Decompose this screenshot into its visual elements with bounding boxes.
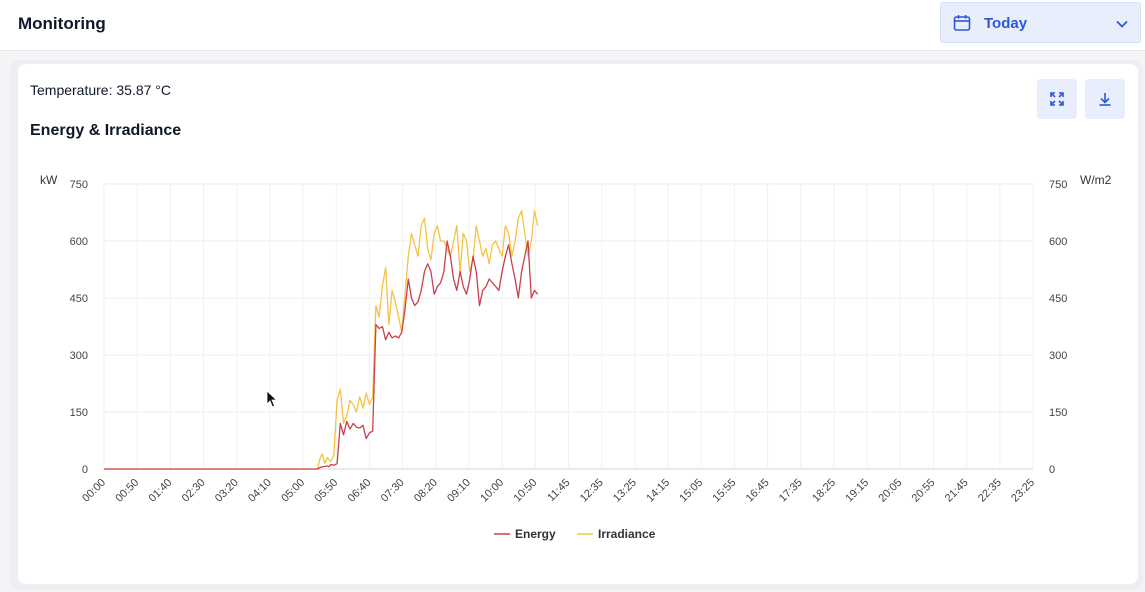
x-tick-label: 19:15 [843,477,871,505]
download-icon [1099,93,1111,106]
download-button[interactable] [1085,79,1125,119]
expand-button[interactable] [1037,79,1077,119]
x-tick-label: 03:20 [213,477,241,505]
series-line-energy [104,240,539,470]
x-tick-label: 11:45 [545,477,572,504]
y-tick-label-left: 750 [70,179,88,191]
x-tick-label: 04:10 [246,477,274,505]
y-axis-label-left: kW [40,173,58,187]
legend-label-energy: Energy [515,527,556,541]
y-tick-label-left: 300 [70,350,88,362]
x-tick-label: 21:45 [943,477,971,505]
x-tick-label: 05:00 [279,477,307,505]
y-tick-label-right: 0 [1049,464,1055,476]
y-tick-label-right: 450 [1049,293,1067,305]
x-tick-label: 15:05 [677,477,705,505]
series-line-irradiance [104,209,539,470]
top-bar: Monitoring Today [0,0,1145,51]
x-tick-label: 14:15 [644,477,672,505]
expand-icon [1050,92,1064,106]
x-tick-label: 00:50 [113,477,141,505]
x-tick-label: 15:55 [711,477,739,505]
chart-title: Energy & Irradiance [30,122,182,139]
chevron-down-icon [1116,20,1128,28]
y-axis-label-right: W/m2 [1080,173,1112,187]
chart-card: Temperature: 35.87 °C Energy & Irradianc… [18,64,1138,584]
x-tick-label: 08:20 [412,477,440,505]
y-tick-label-left: 0 [82,464,88,476]
x-tick-label: 12:35 [578,477,606,505]
x-tick-label: 02:30 [180,477,208,505]
date-range-label: Today [984,15,1028,32]
y-tick-label-left: 600 [70,236,88,248]
y-tick-label-right: 150 [1049,407,1067,419]
temperature-readout: Temperature: 35.87 °C [30,82,172,98]
x-tick-label: 23:25 [1009,477,1037,505]
y-tick-label-right: 600 [1049,236,1067,248]
x-tick-label: 16:45 [744,477,772,505]
y-tick-label-left: 450 [70,293,88,305]
x-tick-label: 17:35 [777,477,805,505]
energy-irradiance-chart: 0 0 150 150 300 300 450 450 600 600 750 750 00:00 00:… [40,173,1112,541]
x-tick-label: 22:35 [976,477,1004,505]
x-tick-label: 07:30 [379,477,407,505]
calendar-icon [953,15,971,31]
x-tick-label: 20:55 [910,477,938,505]
x-tick-label: 10:00 [478,477,506,505]
y-tick-label-left: 150 [70,407,88,419]
x-tick-label: 06:40 [346,477,374,505]
mouse-cursor-icon [266,390,278,408]
page-title: Monitoring [18,14,106,33]
y-tick-label-right: 300 [1049,350,1067,362]
x-tick-label: 20:05 [876,477,904,505]
date-range-select[interactable]: Today [940,2,1141,43]
x-tick-label: 18:25 [810,477,838,505]
legend-label-irradiance: Irradiance [598,527,656,541]
y-tick-label-right: 750 [1049,179,1067,191]
x-tick-label: 01:40 [147,477,175,505]
x-tick-label: 10:50 [511,477,539,505]
x-tick-label: 09:10 [445,477,473,505]
x-tick-label: 00:00 [80,477,108,505]
x-tick-label: 05:50 [312,477,340,505]
x-tick-label: 13:25 [611,477,639,505]
